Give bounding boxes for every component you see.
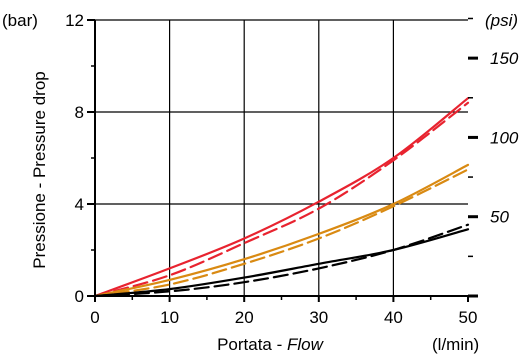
y-tick-label-left: 0 <box>75 287 84 306</box>
x-tick-label: 0 <box>90 308 99 327</box>
series-line-4 <box>93 228 470 298</box>
x-tick-label: 40 <box>384 308 403 327</box>
series-line-1 <box>93 101 470 298</box>
x-tick-label: 10 <box>160 308 179 327</box>
y-axis-title: Pressione - Pressure drop <box>30 71 49 268</box>
series-line-2 <box>93 163 470 298</box>
y-tick-label-right: 100 <box>490 128 519 147</box>
y-tick-label-left: 4 <box>75 195 84 214</box>
series-line-5 <box>93 223 470 298</box>
y-tick-label-right: 50 <box>490 208 509 227</box>
labels: 0 4 8 12 0 10 20 30 40 50 50 100 150 (bar) (psi) (l/min… <box>2 11 519 354</box>
y-unit-right: (psi) <box>485 11 518 30</box>
x-axis-title-it: Portata - <box>217 335 287 354</box>
x-axis-title: Portata - Flow <box>217 335 325 354</box>
y-tick-label-left: 8 <box>75 103 84 122</box>
x-tick-label: 30 <box>309 308 328 327</box>
y-tick-label-left: 12 <box>65 11 84 30</box>
x-tick-label: 20 <box>235 308 254 327</box>
grid <box>95 19 468 296</box>
x-axis-title-en: Flow <box>287 335 325 354</box>
x-unit: (l/min) <box>432 335 479 354</box>
series-line-0 <box>93 97 470 298</box>
y-tick-label-right: 150 <box>490 49 519 68</box>
series-line-3 <box>93 168 470 298</box>
series-group <box>93 97 470 298</box>
y-unit-left: (bar) <box>2 11 38 30</box>
x-tick-label: 50 <box>459 308 478 327</box>
axes <box>87 17 478 302</box>
